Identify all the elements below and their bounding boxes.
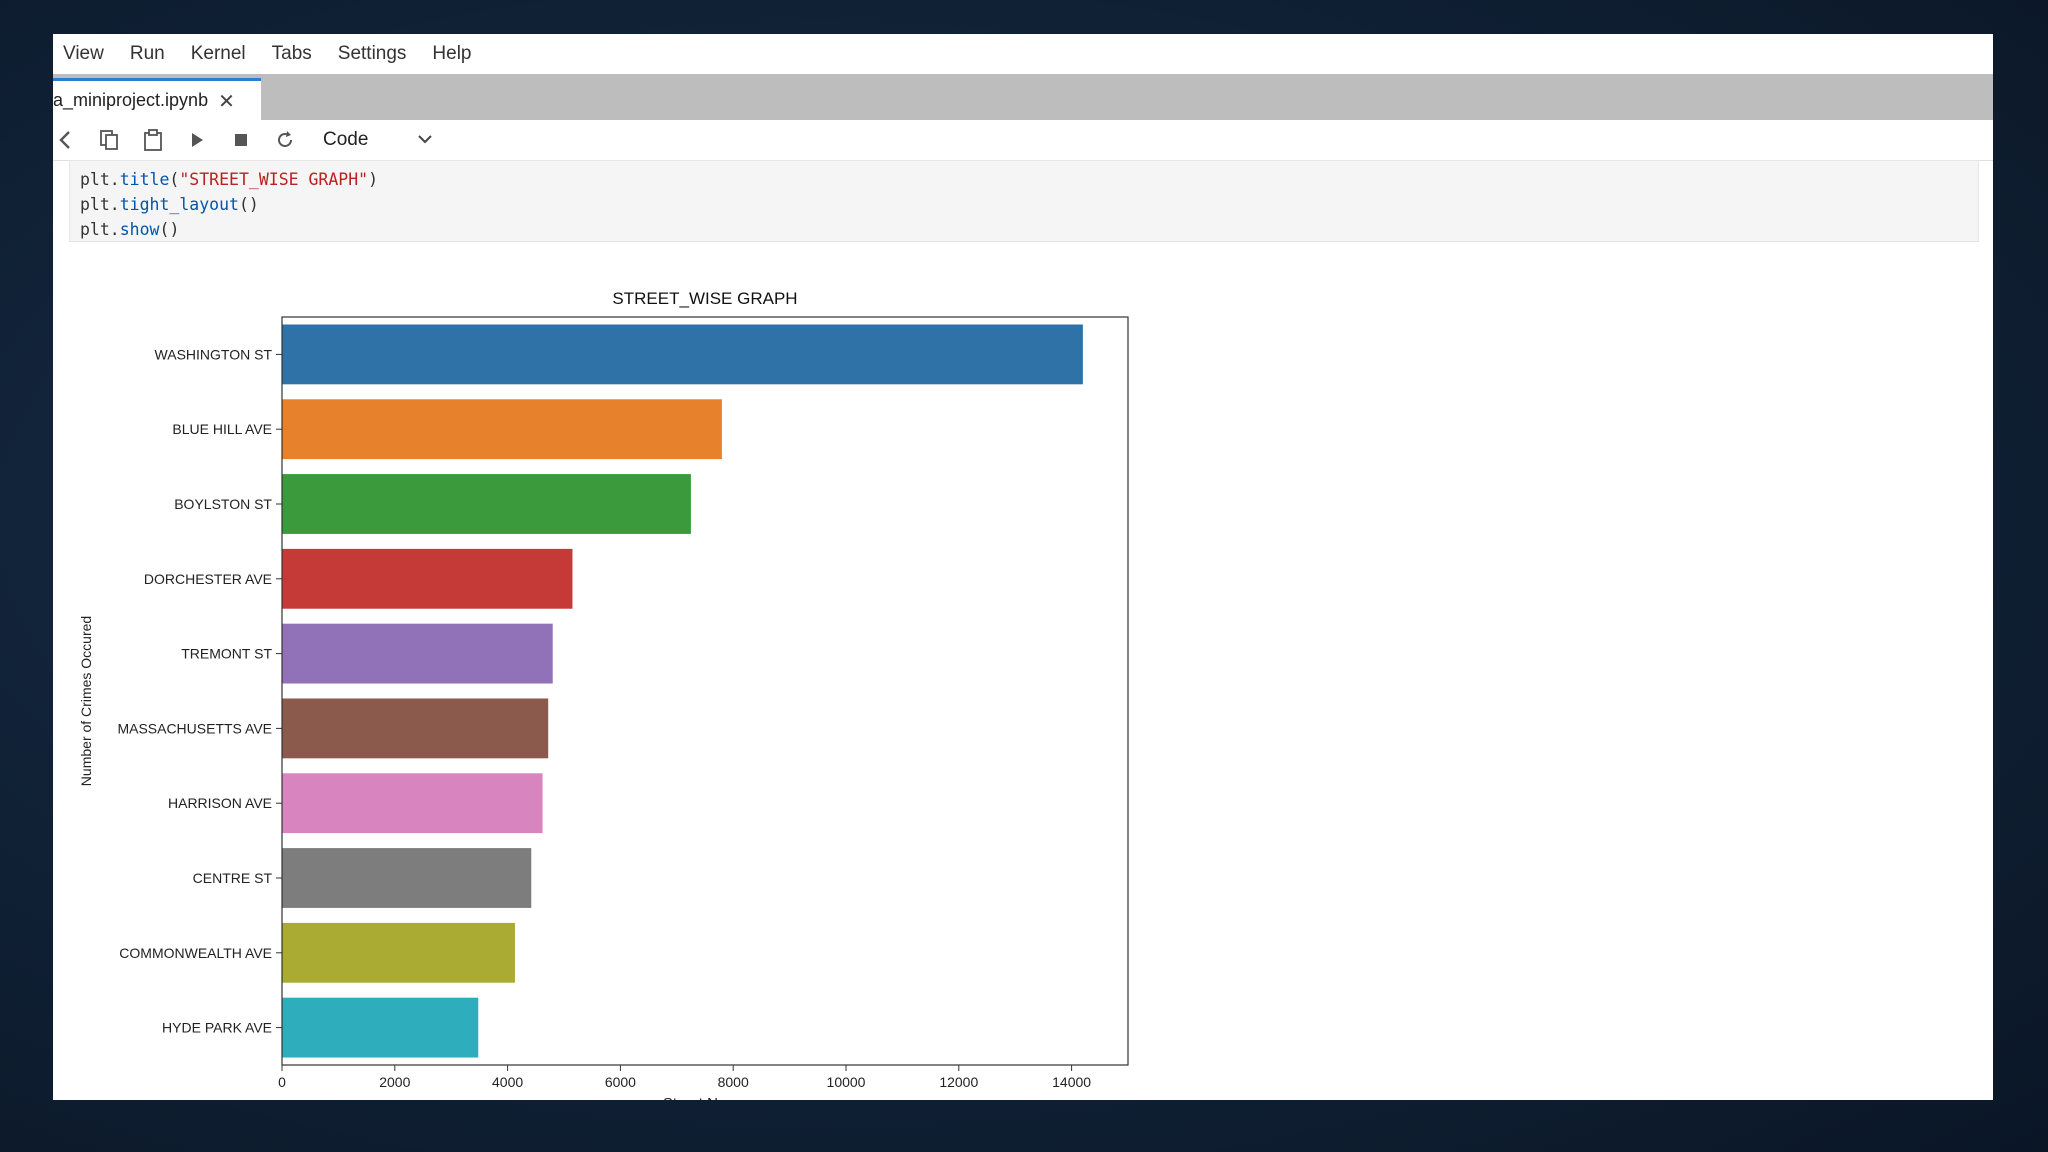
code-token: show xyxy=(119,220,160,239)
code-token: ( xyxy=(159,220,170,239)
code-line: plt.tight_layout() xyxy=(80,192,1978,217)
notebook-toolbar: Code xyxy=(53,120,1993,161)
restart-icon[interactable] xyxy=(273,128,297,152)
bar xyxy=(282,399,722,460)
code-token: plt. xyxy=(80,220,120,239)
y-tick-label: HYDE PARK AVE xyxy=(162,1020,272,1036)
close-tab-icon[interactable]: ✕ xyxy=(218,88,235,113)
code-line: plt.show() xyxy=(80,217,1978,242)
x-tick-label: 8000 xyxy=(718,1074,749,1090)
chart-title: STREET_WISE GRAPH xyxy=(612,289,797,308)
code-token: ) xyxy=(248,195,259,214)
menu-help[interactable]: Help xyxy=(432,43,472,64)
copy-icon[interactable] xyxy=(97,128,121,152)
jupyterlab-window: View Run Kernel Tabs Settings Help a_miniproj… xyxy=(53,34,1993,1100)
cell-type-value: Code xyxy=(323,129,369,150)
code-token: title xyxy=(119,170,170,189)
bar xyxy=(282,474,691,534)
x-tick-label: 4000 xyxy=(492,1074,523,1090)
y-tick-label: DORCHESTER AVE xyxy=(144,571,272,587)
y-tick-label: CENTRE ST xyxy=(193,870,273,886)
menu-bar: View Run Kernel Tabs Settings Help xyxy=(53,34,1993,74)
run-icon[interactable] xyxy=(185,128,209,152)
y-tick-label: MASSACHUSETTS AVE xyxy=(117,720,272,736)
code-token: ( xyxy=(169,170,180,189)
x-tick-label: 14000 xyxy=(1052,1074,1091,1090)
x-tick-label: 2000 xyxy=(379,1074,410,1090)
x-tick-label: 12000 xyxy=(939,1074,978,1090)
code-token: tight_layout xyxy=(119,195,239,214)
y-tick-label: BLUE HILL AVE xyxy=(172,421,272,437)
notebook-tab[interactable]: a_miniproject.ipynb ✕ xyxy=(53,78,261,120)
y-axis-label: Number of Crimes Occured xyxy=(78,616,94,786)
bar xyxy=(282,997,479,1058)
x-tick-label: 6000 xyxy=(605,1074,636,1090)
cut-icon[interactable] xyxy=(53,128,77,152)
paste-icon[interactable] xyxy=(141,128,165,152)
y-tick-label: COMMONWEALTH AVE xyxy=(119,945,272,961)
y-tick-label: HARRISON AVE xyxy=(168,795,272,811)
plot-frame xyxy=(281,316,1129,1066)
bar-chart: STREET_WISE GRAPH WASHINGTON ST BLUE HILL … xyxy=(78,289,1129,1100)
y-tick-label: BOYLSTON ST xyxy=(174,496,272,512)
chevron-down-icon xyxy=(417,129,433,151)
tab-label: a_miniproject.ipynb xyxy=(53,90,209,110)
bar xyxy=(282,773,543,834)
code-line: plt.title("STREET_WISE GRAPH") xyxy=(80,167,1978,192)
code-cell-input[interactable]: plt.title("STREET_WISE GRAPH") plt.tight_… xyxy=(69,160,1979,242)
code-token: ( xyxy=(238,195,249,214)
menu-settings[interactable]: Settings xyxy=(337,43,407,64)
bar xyxy=(282,848,532,908)
x-tick-label: 0 xyxy=(278,1074,286,1090)
code-token: ) xyxy=(169,220,180,239)
stop-icon[interactable] xyxy=(229,128,253,152)
code-token: plt. xyxy=(80,195,120,214)
menu-tabs[interactable]: Tabs xyxy=(271,43,312,64)
code-token: ) xyxy=(368,170,379,189)
bar xyxy=(282,548,573,609)
bar xyxy=(282,324,1083,385)
menu-run[interactable]: Run xyxy=(129,43,165,64)
bar xyxy=(282,922,515,983)
code-token: plt. xyxy=(80,170,120,189)
code-token: "STREET_WISE GRAPH" xyxy=(179,170,369,189)
x-axis-label: Street Name xyxy=(663,1095,747,1100)
bar xyxy=(282,623,553,684)
x-tick-label: 10000 xyxy=(827,1074,866,1090)
y-tick-label: TREMONT ST xyxy=(181,646,272,662)
bar xyxy=(282,698,549,759)
tab-bar: a_miniproject.ipynb ✕ xyxy=(53,74,1993,120)
menu-view[interactable]: View xyxy=(63,43,104,64)
cell-type-select[interactable]: Code xyxy=(323,129,433,151)
menu-kernel[interactable]: Kernel xyxy=(190,43,246,64)
output-area: STREET_WISE GRAPH WASHINGTON ST BLUE HILL … xyxy=(53,254,1253,1100)
y-tick-label: WASHINGTON ST xyxy=(155,346,273,362)
